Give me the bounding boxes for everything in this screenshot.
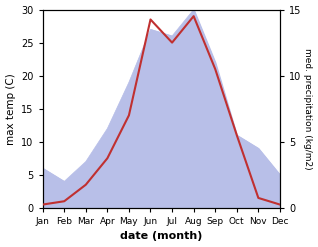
Y-axis label: med. precipitation (kg/m2): med. precipitation (kg/m2) [303, 48, 313, 169]
X-axis label: date (month): date (month) [120, 231, 203, 242]
Y-axis label: max temp (C): max temp (C) [5, 73, 16, 144]
